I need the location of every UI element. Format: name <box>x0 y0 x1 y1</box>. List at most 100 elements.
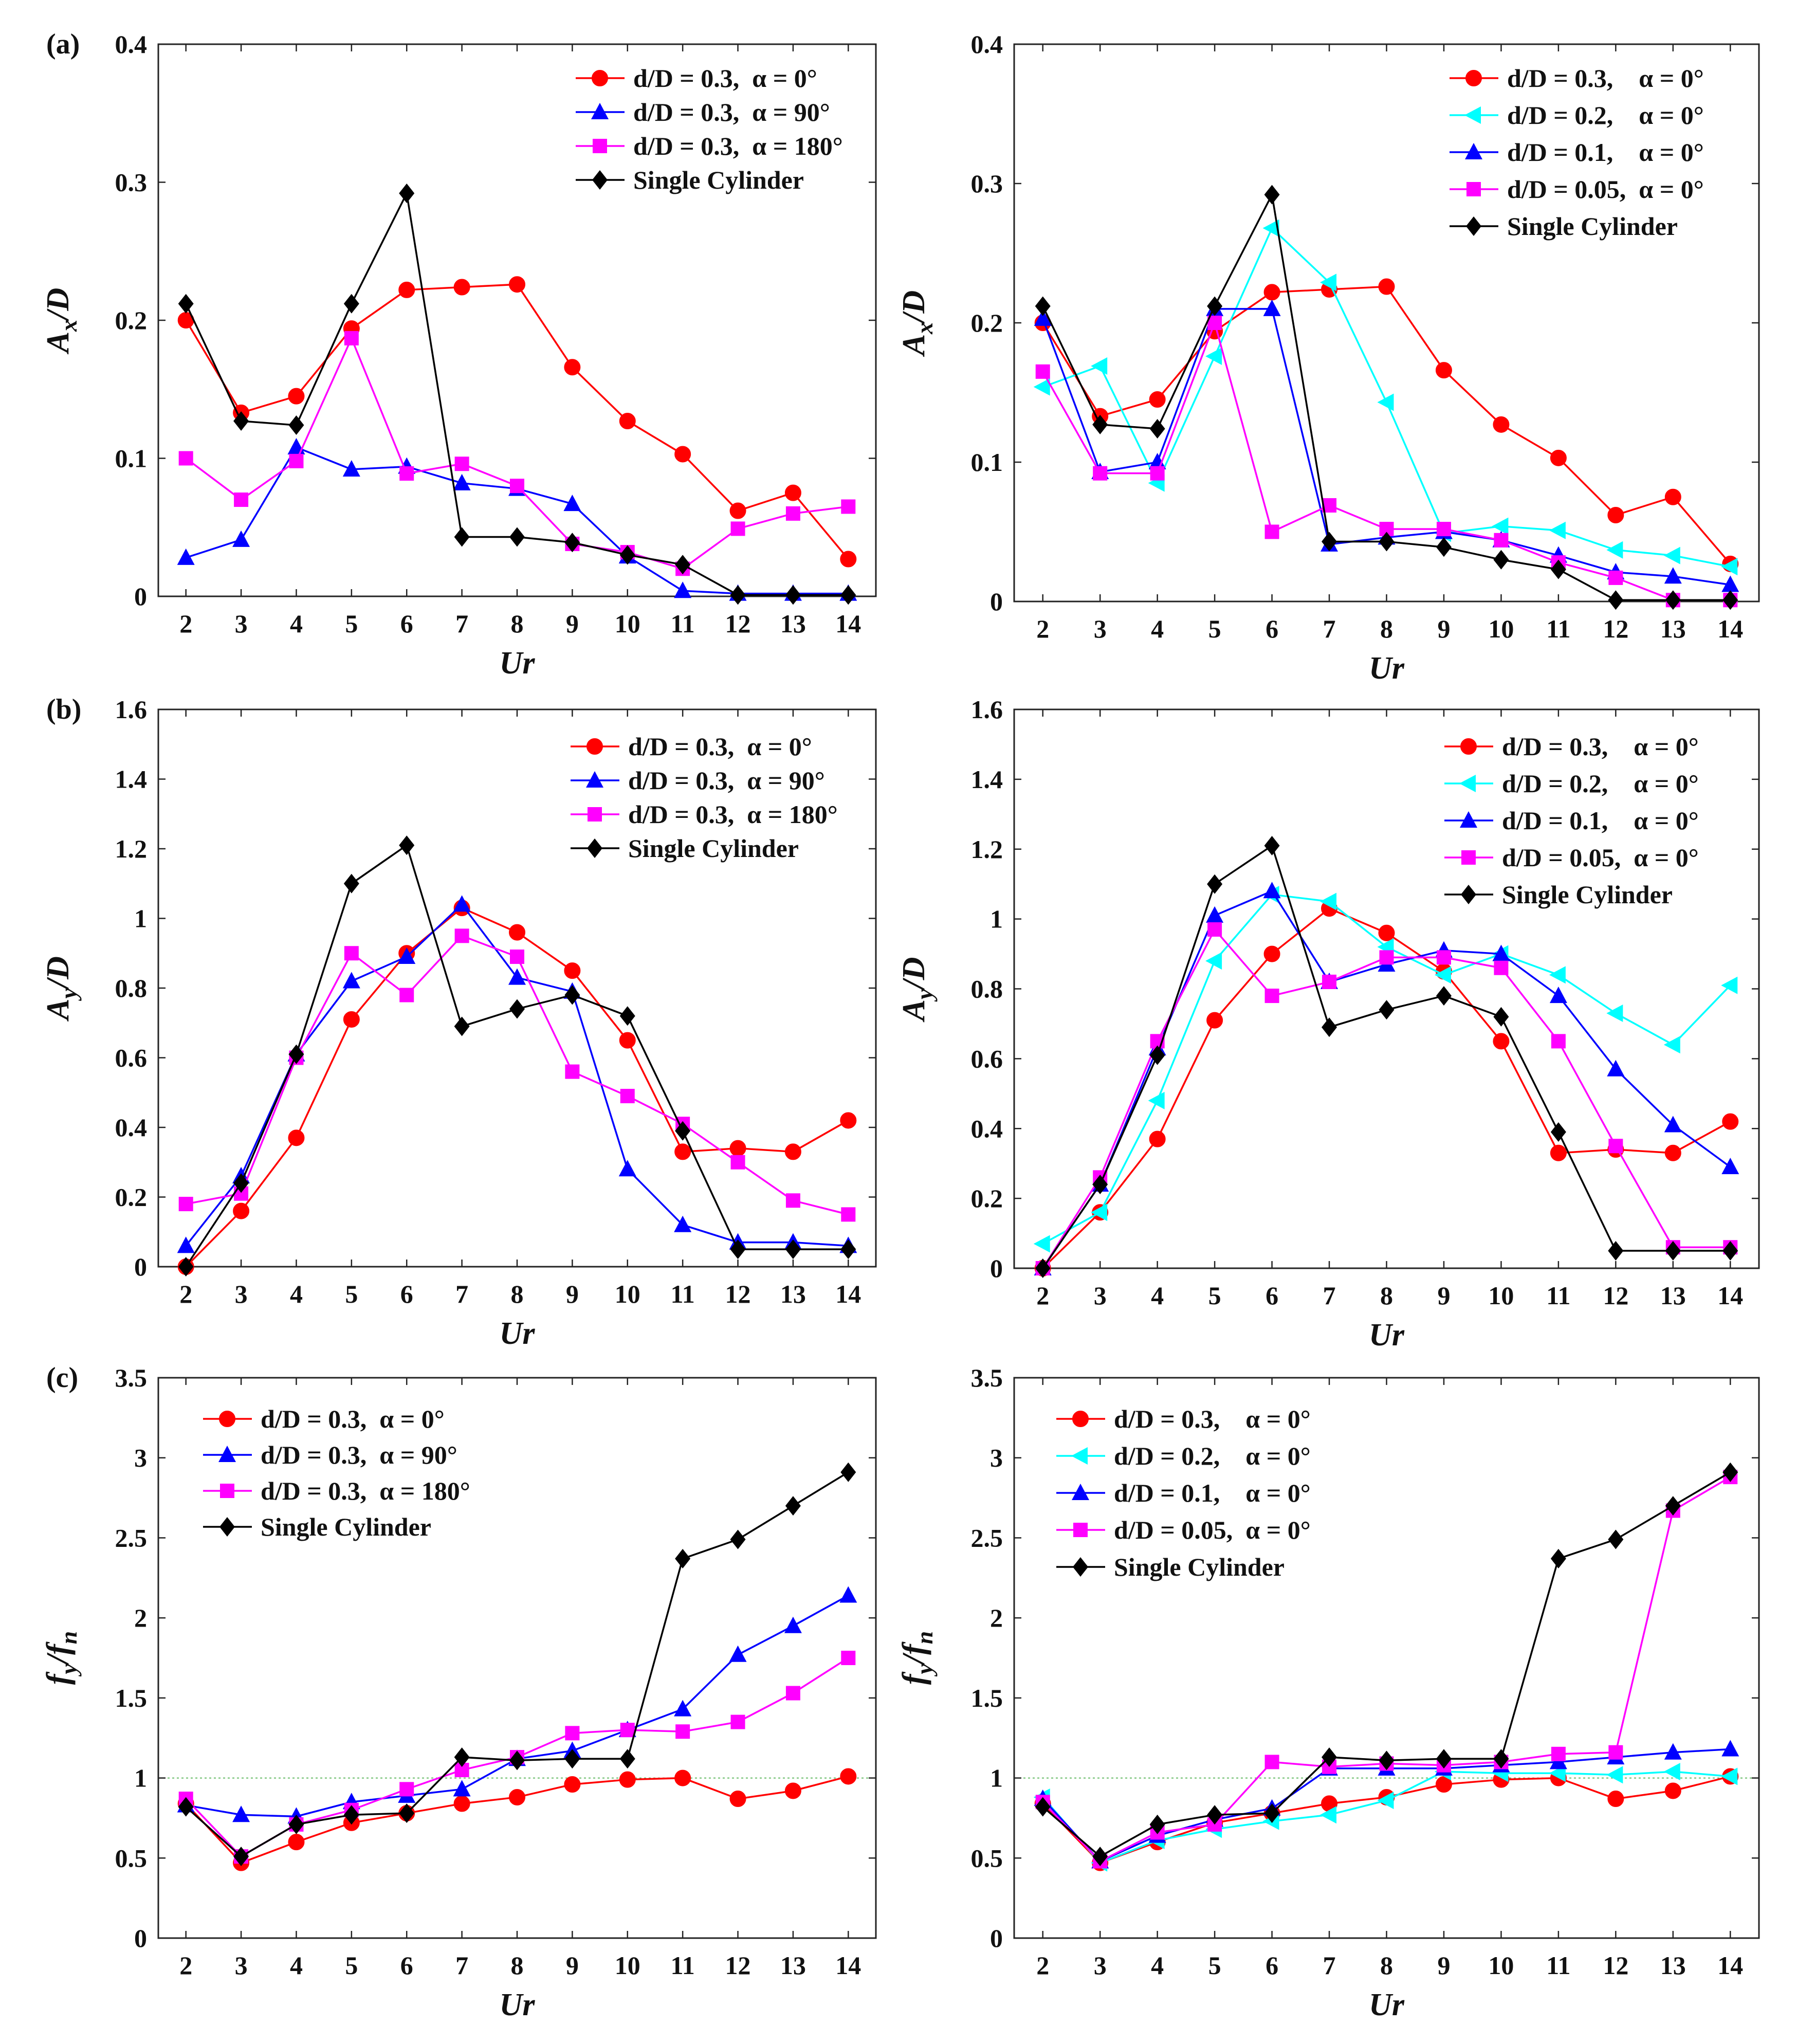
data-point <box>729 1645 747 1662</box>
y-tick-label: 0.1 <box>971 448 1003 477</box>
y-tick-label: 1.5 <box>971 1684 1003 1712</box>
chart-panel-a-left: 2 3 4 5 6 7 8 9 10 11 12 13 14 0 0.1 0.2 0.3 0.4 Ur Ax/D (a)… <box>41 28 877 681</box>
y-tick-label: 0.2 <box>971 308 1003 337</box>
data-point <box>1207 874 1223 894</box>
data-point <box>1092 1174 1108 1194</box>
data-point <box>399 835 415 855</box>
data-point <box>1551 1034 1566 1049</box>
y-tick-label: 0.3 <box>971 169 1003 198</box>
legend-marker <box>592 70 608 86</box>
legend-marker <box>591 103 609 119</box>
data-point <box>509 276 525 293</box>
data-point <box>453 1795 470 1812</box>
data-point <box>841 1207 856 1222</box>
data-point <box>1149 1814 1165 1834</box>
data-point <box>1435 362 1452 379</box>
y-tick-label: 3 <box>990 1444 1003 1472</box>
data-point <box>840 1462 856 1482</box>
data-point <box>1264 1803 1280 1823</box>
x-tick-label: 2 <box>179 1951 192 1980</box>
y-tick-label: 0.3 <box>115 168 148 197</box>
data-point <box>1492 944 1510 961</box>
data-point <box>178 451 193 466</box>
y-tick-label: 1 <box>134 1764 147 1793</box>
x-tick-label: 3 <box>235 1951 248 1980</box>
data-point <box>1320 273 1337 291</box>
y-axis-label-ylabel-tail: /D <box>41 956 76 990</box>
data-point <box>784 484 801 501</box>
x-tick-label: 14 <box>835 609 861 638</box>
data-point <box>1149 391 1166 408</box>
chart-panel-b-left: 2 3 4 5 6 7 8 9 10 11 12 13 14 0 0.2 0.4 0.6 0.8 1 1.2 1.4 1.… <box>41 694 877 1351</box>
y-axis-label: Ax/D <box>896 290 938 357</box>
legend-marker <box>593 139 607 153</box>
x-tick-label: 7 <box>1323 614 1336 643</box>
data-point <box>730 521 745 536</box>
data-point <box>288 1834 305 1851</box>
data-point <box>674 1143 691 1160</box>
data-point <box>233 411 249 431</box>
y-axis-label-ylabel-tail: /D <box>896 957 931 991</box>
x-tick-label: 5 <box>345 1951 358 1980</box>
y-axis-label-ylabel-sub2: n <box>56 1631 82 1645</box>
legend: d/D = 0.3, α = 0° d/D = 0.2, α = 0° d/D = … <box>1056 1404 1311 1581</box>
data-point <box>178 1797 194 1817</box>
y-tick-label: 0.2 <box>971 1184 1003 1213</box>
legend-marker <box>219 1411 235 1427</box>
series-line <box>185 283 849 560</box>
data-point <box>1206 906 1224 923</box>
legend-entry: Single Cylinder <box>628 834 799 863</box>
data-point <box>399 988 414 1002</box>
data-point <box>177 548 195 565</box>
data-point <box>398 281 415 298</box>
x-axis-label: Ur <box>1369 1318 1405 1353</box>
data-point <box>1608 1241 1624 1261</box>
data-point <box>289 453 304 468</box>
legend-marker <box>587 838 602 858</box>
x-tick-label: 11 <box>1546 1281 1570 1310</box>
data-point <box>1263 945 1280 962</box>
x-tick-label: 12 <box>1603 614 1628 643</box>
series-4 <box>1035 1462 1738 1867</box>
legend-marker <box>1466 216 1481 236</box>
y-axis-label-ylabel-tail: /f <box>896 1641 931 1666</box>
data-point <box>1664 1782 1681 1799</box>
data-point <box>1205 348 1222 366</box>
data-point <box>178 1257 194 1276</box>
data-point <box>1436 522 1451 537</box>
data-point <box>564 533 580 553</box>
data-point <box>1035 1258 1051 1278</box>
x-tick-label: 2 <box>1036 614 1049 643</box>
panel-label: (a) <box>46 28 80 60</box>
data-point <box>1721 1740 1739 1757</box>
y-tick-label: 1.2 <box>971 835 1003 864</box>
data-point <box>1205 952 1222 970</box>
data-point <box>1207 1805 1223 1825</box>
y-tick-label: 0 <box>134 1252 147 1281</box>
y-tick-label: 3.5 <box>115 1363 148 1392</box>
x-tick-label: 6 <box>400 609 413 638</box>
legend-marker <box>1072 1484 1089 1500</box>
data-point <box>508 968 526 985</box>
x-tick-label: 4 <box>1151 614 1164 643</box>
data-point <box>1091 357 1108 375</box>
x-tick-label: 14 <box>1717 614 1743 643</box>
x-tick-label: 10 <box>1488 614 1514 643</box>
data-point <box>620 1723 635 1738</box>
chart-panel-c-left: 2 3 4 5 6 7 8 9 10 11 12 13 14 0 0.5 1 1.5 2 2.5 3 3.5 Ur fy/f… <box>41 1362 877 2022</box>
x-tick-label: 10 <box>615 1280 640 1308</box>
y-axis-label: fy/fn <box>41 1631 82 1685</box>
y-tick-label: 1 <box>134 904 147 933</box>
data-point <box>399 183 415 203</box>
y-axis-label-ylabel-sub: x <box>911 322 938 335</box>
x-tick-label: 11 <box>1546 614 1570 643</box>
chart-panel-c-right: 2 3 4 5 6 7 8 9 10 11 12 13 14 0 0.5 1 1.5 2 2.5 3 3.5 Ur fy/f… <box>896 1363 1760 2022</box>
legend-entry: d/D = 0.3, α = 90° <box>633 98 830 126</box>
data-point <box>1665 590 1681 610</box>
x-tick-label: 10 <box>615 1951 640 1980</box>
legend: d/D = 0.3, α = 0° d/D = 0.2, α = 0° d/D = … <box>1444 732 1699 909</box>
x-tick-label: 5 <box>1208 614 1221 643</box>
x-tick-label: 12 <box>1603 1281 1628 1310</box>
x-tick-label: 7 <box>1323 1951 1336 1980</box>
legend-entry: d/D = 0.1, α = 0° <box>1502 806 1699 835</box>
